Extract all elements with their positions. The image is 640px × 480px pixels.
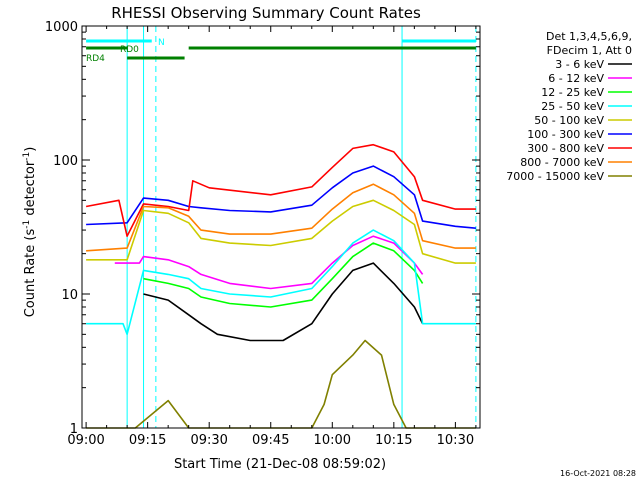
- x-axis-label: Start Time (21-Dec-08 08:59:02): [174, 457, 386, 472]
- legend-label-0: 3 - 6 keV: [555, 58, 604, 71]
- legend: Det 1,3,4,5,6,9,FDecim 1, Att 03 - 6 keV…: [506, 30, 632, 183]
- series-line-6: [85, 143, 476, 237]
- x-tick-label-1: 09:15: [129, 433, 166, 448]
- legend-label-8: 7000 - 15000 keV: [506, 170, 604, 183]
- x-tick-label-2: 09:30: [190, 433, 227, 448]
- x-tick-label-3: 09:45: [252, 433, 289, 448]
- series-line-5: [86, 165, 476, 229]
- state-label-rd4: RD4: [86, 54, 105, 64]
- series-line-4: [86, 199, 476, 264]
- y-axis-label-mid: detector: [23, 160, 38, 220]
- legend-header-0: Det 1,3,4,5,6,9,: [546, 30, 632, 43]
- legend-label-6: 300 - 800 keV: [527, 142, 604, 155]
- y-tick-label-2: 100: [53, 154, 78, 169]
- series-line-1: [114, 235, 424, 290]
- y-tick-label-3: 1000: [45, 20, 78, 35]
- series-line-7: [86, 183, 476, 252]
- axes: 09:00 09:15 09:30 09:45 10:00 10:15 10:30 1 10 10…: [45, 20, 480, 448]
- y-axis-label-end: ): [23, 147, 38, 152]
- legend-label-1: 6 - 12 keV: [548, 72, 604, 85]
- legend-label-3: 25 - 50 keV: [541, 100, 604, 113]
- series-line-8: [86, 339, 476, 429]
- y-axis-label-sup2: -1: [22, 152, 32, 161]
- y-tick-label-0: 1: [70, 422, 78, 437]
- legend-label-4: 50 - 100 keV: [534, 114, 604, 127]
- state-bars: N RD0 RD4: [86, 38, 476, 64]
- chart-title: RHESSI Observing Summary Count Rates: [111, 4, 421, 22]
- vertical-markers: [126, 26, 477, 428]
- x-tick-label-0: 09:00: [67, 433, 104, 448]
- x-tick-label-6: 10:30: [437, 433, 474, 448]
- series-group: [85, 143, 476, 429]
- legend-header-1: FDecim 1, Att 0: [547, 44, 632, 57]
- footer-date: 16-Oct-2021 08:28: [560, 469, 636, 478]
- x-tick-label-4: 10:00: [314, 433, 351, 448]
- state-label-rd0: RD0: [120, 45, 139, 55]
- y-tick-label-1: 10: [61, 288, 78, 303]
- plot-frame: [81, 25, 481, 429]
- series-line-3: [86, 229, 476, 336]
- x-tick-label-5: 10:15: [375, 433, 412, 448]
- y-axis-label-main: Count Rate (s: [23, 229, 38, 318]
- legend-label-2: 12 - 25 keV: [541, 86, 604, 99]
- y-axis-label-sup1: -1: [22, 220, 32, 229]
- y-axis-label: Count Rate (s-1 detector-1): [22, 147, 38, 318]
- state-label-n: N: [158, 38, 165, 48]
- legend-label-5: 100 - 300 keV: [527, 128, 604, 141]
- series-line-0: [143, 262, 424, 342]
- legend-label-7: 800 - 7000 keV: [520, 156, 604, 169]
- series-line-2: [143, 242, 424, 308]
